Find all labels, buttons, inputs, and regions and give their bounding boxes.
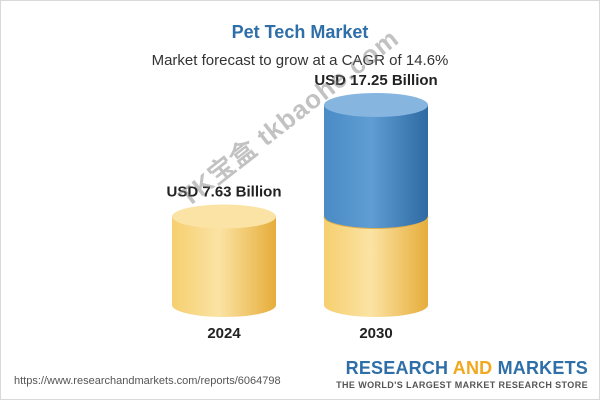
bar-base-segment: [172, 216, 276, 317]
bar-top-cap: [172, 204, 276, 229]
bar-base-segment: [324, 216, 428, 317]
bar-2024: [172, 204, 276, 317]
bar-segment-seam: [323, 216, 429, 230]
brand-logo[interactable]: RESEARCH AND MARKETS THE WORLD'S LARGEST…: [336, 358, 588, 390]
chart-subtitle: Market forecast to grow at a CAGR of 14.…: [151, 52, 449, 69]
data-label: USD 17.25 Billion: [314, 72, 437, 89]
source-url[interactable]: https://www.researchandmarkets.com/repor…: [14, 375, 281, 387]
brand-name-and: AND: [452, 358, 493, 378]
brand-name: RESEARCH AND MARKETS: [336, 358, 588, 379]
brand-tagline: THE WORLD'S LARGEST MARKET RESEARCH STOR…: [336, 380, 588, 390]
category-label: 2024: [207, 325, 241, 342]
category-label: 2030: [359, 325, 392, 342]
brand-name-part1: RESEARCH: [345, 358, 453, 378]
bar-growth-segment: [324, 105, 428, 229]
chart-title: Pet Tech Market: [231, 22, 369, 42]
brand-name-part3: MARKETS: [492, 358, 588, 378]
bar-2030: [323, 93, 429, 317]
data-label: USD 7.63 Billion: [166, 184, 281, 201]
bar-top-cap: [324, 93, 428, 117]
